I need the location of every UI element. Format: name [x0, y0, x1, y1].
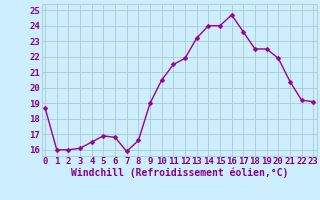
X-axis label: Windchill (Refroidissement éolien,°C): Windchill (Refroidissement éolien,°C) [70, 168, 288, 178]
